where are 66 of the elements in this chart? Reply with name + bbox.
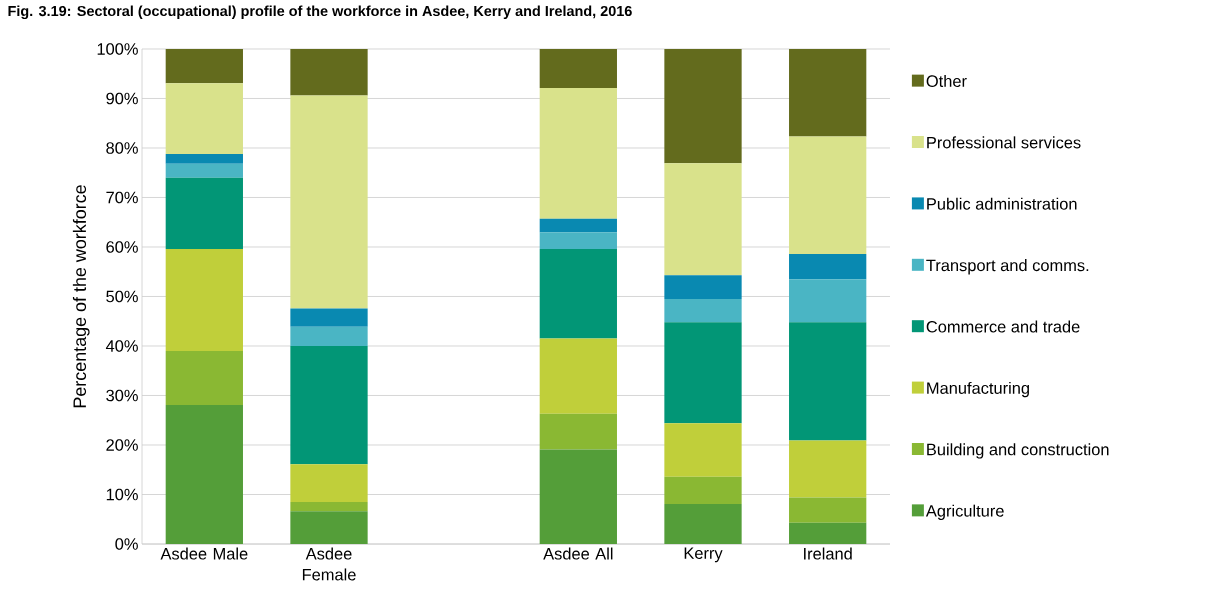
bar: [789, 522, 867, 544]
y-tick-label: 0%: [115, 538, 138, 550]
bar: [165, 48, 243, 84]
bar: [290, 464, 368, 502]
x-tick-label: Kerry: [684, 547, 723, 563]
bar: [165, 248, 243, 351]
bar: [789, 253, 867, 280]
bar: [789, 440, 867, 498]
x-tick-label: Asdee All: [543, 547, 613, 560]
bar: [290, 95, 368, 309]
bar: [789, 322, 867, 441]
legend-label: Commerce and trade: [926, 320, 1080, 333]
bar: [290, 346, 368, 465]
y-tick-label: 70%: [106, 191, 138, 204]
bar: [539, 248, 617, 339]
legend-label: Agriculture: [925, 504, 1004, 520]
bar: [789, 136, 867, 254]
bar: [539, 413, 617, 450]
legend-label: Manufacturing: [927, 381, 1029, 398]
y-axis-title: Percentage of the workforce: [72, 185, 90, 408]
y-tick-label: 10%: [106, 488, 138, 501]
bar: [664, 163, 742, 276]
chart-title: Fig. 3.19: Sectoral (occupational) profile of the workforce in Asdee, Kerry and Ireland, 2016: [8, 5, 632, 20]
bar: [290, 326, 368, 346]
y-tick-label: 30%: [106, 389, 138, 402]
x-tick-label: Asdee Female: [302, 547, 356, 581]
bar: [539, 218, 617, 233]
bar: [664, 423, 742, 477]
legend-label: Other: [926, 74, 967, 87]
x-tick-label: Ireland: [804, 547, 852, 560]
legend-label: Public administration: [927, 197, 1077, 210]
bar: [539, 338, 617, 414]
bar: [664, 298, 742, 323]
y-tick-label: 20%: [106, 439, 138, 451]
bar: [539, 48, 617, 89]
bar: [290, 501, 368, 512]
bar: [664, 476, 742, 504]
bar: [539, 449, 617, 544]
legend-label: Transport and comms.: [926, 259, 1089, 275]
bar: [539, 88, 617, 219]
bar: [664, 48, 742, 164]
bar: [165, 404, 243, 544]
y-tick-label: 60%: [106, 241, 138, 253]
bar: [165, 163, 243, 178]
y-tick-label: 90%: [106, 92, 138, 105]
y-tick-label: 50%: [106, 290, 138, 303]
y-tick-label: 100%: [97, 43, 138, 55]
bar: [789, 497, 867, 523]
bar: [165, 83, 243, 154]
bar: [789, 279, 867, 323]
bar: [664, 275, 742, 299]
bar: [165, 177, 243, 249]
legend-label: Building and construction: [927, 443, 1109, 459]
bar: [165, 350, 243, 405]
bar: [539, 232, 617, 249]
y-tick-label: 80%: [106, 142, 138, 154]
bar: [290, 511, 368, 544]
bar: [789, 48, 867, 137]
x-tick-label: Asdee Male: [160, 547, 248, 560]
bar: [290, 48, 368, 96]
bar: [664, 322, 742, 424]
legend-label: Professional services: [927, 136, 1081, 149]
y-tick-label: 40%: [105, 340, 138, 352]
bar: [290, 308, 368, 327]
bar: [165, 153, 243, 164]
bar: [664, 503, 742, 544]
